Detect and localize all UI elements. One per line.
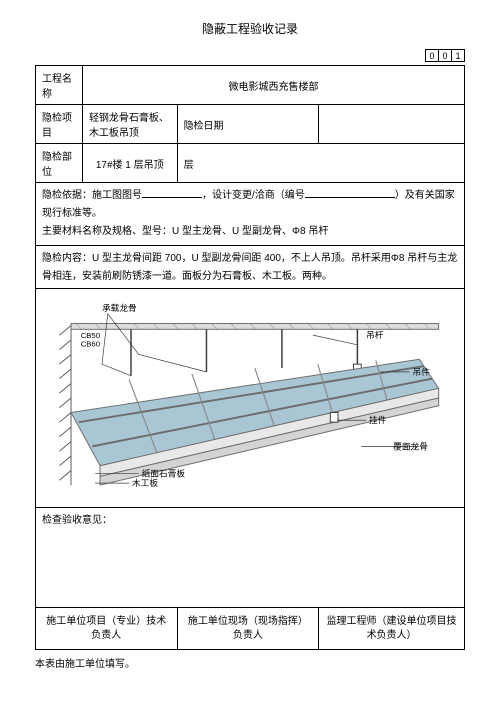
code-digit: 1 [451, 49, 465, 62]
label-cb50: CB50 [81, 331, 100, 340]
ceiling-diagram: 承载龙骨 CB50 CB60 吊杆 吊件 挂件 覆面龙骨 纸面石膏板 木工板 [42, 293, 458, 503]
value-project: 微电影城西充售楼部 [82, 66, 464, 105]
label-clt: 承载龙骨 [102, 302, 137, 313]
blank [142, 187, 202, 198]
basis-mid: ，设计变更/洽商（编号 [202, 190, 305, 201]
content-text: 隐检内容：U 型主龙骨间距 700，U 型副龙骨间距 400，不上人吊顶。吊杆采… [42, 250, 458, 286]
label-mugong: 木工板 [132, 477, 158, 488]
label-zhimian: 纸面石膏板 [142, 467, 186, 478]
label-diaojian: 吊件 [413, 366, 431, 377]
basis-para: 隐检依据：施工图图号，设计变更/洽商（编号）及有关国家现行标准等。 主要材料名称… [36, 183, 465, 246]
page-title: 隐蔽工程验收记录 [35, 20, 465, 37]
footer-c3: 监理工程师（建设单位项目技术负责人） [319, 608, 465, 650]
value-date [319, 105, 465, 144]
blank [305, 187, 395, 198]
opinion-label: 检查验收意见： [42, 515, 112, 526]
footer-c1: 施工单位项目（专业）技术负责人 [36, 608, 178, 650]
value-item: 轻钢龙骨石膏板、木工板吊顶 [82, 105, 177, 144]
materials: 主要材料名称及规格、型号：U 型主龙骨、U 型副龙骨、Φ8 吊杆 [42, 226, 328, 237]
code-boxes: 0 0 1 [35, 49, 465, 62]
main-table: 工程名称 微电影城西充售楼部 隐检项目 轻钢龙骨石膏板、木工板吊顶 隐检日期 隐… [35, 65, 465, 650]
label-guajian: 挂件 [369, 414, 387, 425]
diagram-cell: 承载龙骨 CB50 CB60 吊杆 吊件 挂件 覆面龙骨 纸面石膏板 木工板 [36, 289, 465, 508]
code-digit: 0 [438, 49, 452, 62]
basis-pre: 隐检依据：施工图图号 [42, 190, 142, 201]
footer-c2: 施工单位现场（现场指挥）负责人 [177, 608, 319, 650]
label-fumian: 覆面龙骨 [393, 440, 428, 451]
label-date: 隐检日期 [177, 105, 319, 144]
label-diaogan: 吊杆 [366, 329, 384, 340]
code-digit: 0 [425, 49, 439, 62]
content-cell: 隐检内容：U 型主龙骨间距 700，U 型副龙骨间距 400，不上人吊顶。吊杆采… [36, 246, 465, 289]
value-location: 17#楼 1 层吊顶 [82, 144, 177, 183]
label-cb60: CB60 [81, 340, 100, 349]
unit-location: 层 [177, 144, 464, 183]
opinion-cell: 检查验收意见： [36, 508, 465, 608]
label-location: 隐检部位 [36, 144, 83, 183]
label-project: 工程名称 [36, 66, 83, 105]
footnote: 本表由施工单位填写。 [35, 655, 465, 670]
label-item: 隐检项目 [36, 105, 83, 144]
